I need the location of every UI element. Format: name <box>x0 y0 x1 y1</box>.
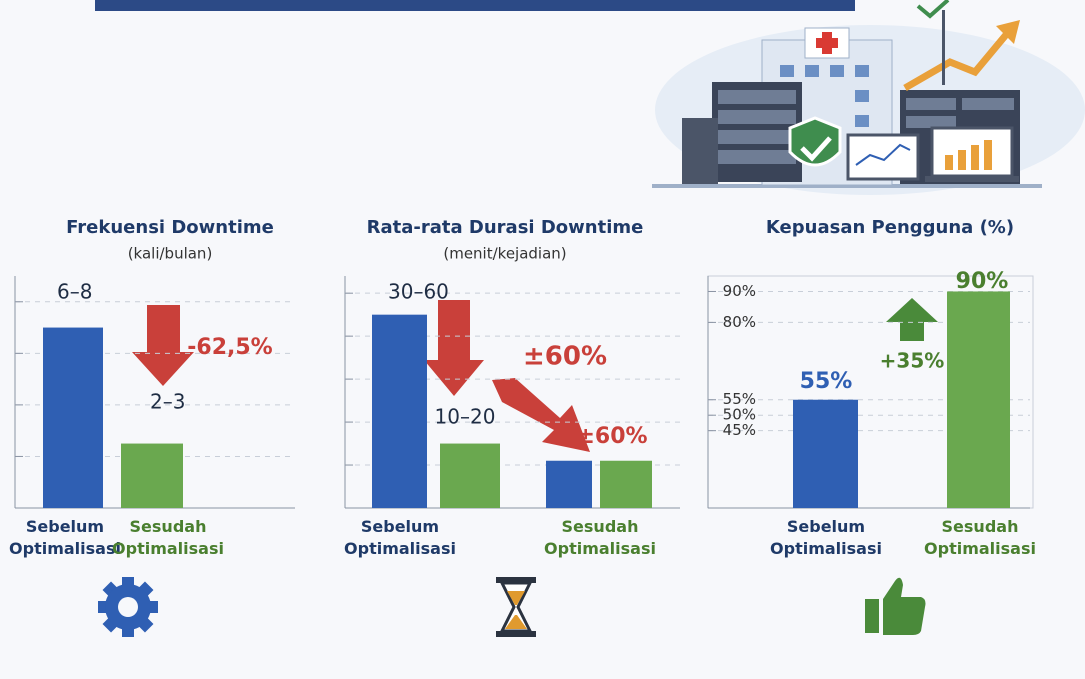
illustration <box>652 0 1085 195</box>
down-arrow <box>132 305 194 386</box>
value-label: 2–3 <box>150 390 185 414</box>
x-tick-label: Sesudah Optimalisasi <box>535 516 665 560</box>
chart-title: Kepuasan Pengguna (%) <box>766 217 1014 238</box>
page: Frekuensi Downtime (kali/bulan) 6–8 2–3 -62,… <box>0 0 1085 679</box>
bar <box>947 291 1010 508</box>
chart-subtitle: (kali/bulan) <box>128 245 213 263</box>
y-tick-label: 90% <box>723 282 756 300</box>
value-label: 90% <box>956 269 1009 294</box>
value-label: 6–8 <box>57 280 92 304</box>
thumbs-up-icon <box>865 578 926 635</box>
bar <box>793 400 858 508</box>
banner-strip <box>95 0 855 11</box>
chart-subtitle: (menit/kejadian) <box>443 245 566 263</box>
bar <box>372 315 427 508</box>
hourglass-icon <box>496 577 536 637</box>
x-tick-label: Sebelum Optimalisasi <box>761 516 891 560</box>
annotation: +35% <box>880 349 945 373</box>
down-arrow <box>424 300 484 396</box>
x-tick-label: Sesudah Optimalisasi <box>103 516 233 560</box>
y-tick-label: 80% <box>723 313 756 331</box>
chart-title: Rata-rata Durasi Downtime <box>367 217 644 238</box>
bar <box>440 444 500 508</box>
annotation: -62,5% <box>187 335 272 360</box>
y-tick-label: 45% <box>723 421 756 439</box>
chart: Frekuensi Downtime (kali/bulan) 6–8 2–3 -62,… <box>0 0 1085 679</box>
up-arrow <box>886 298 938 341</box>
bar <box>546 461 592 508</box>
value-label: 10–20 <box>435 405 496 429</box>
annotation: ±60% <box>576 424 647 449</box>
gear-icon <box>98 577 158 637</box>
bar <box>121 444 183 508</box>
diagonal-arrow <box>492 378 590 452</box>
value-label: 55% <box>800 369 853 394</box>
chart-title: Frekuensi Downtime <box>66 217 274 238</box>
x-tick-label: Sesudah Optimalisasi <box>915 516 1045 560</box>
value-label: 30–60 <box>388 280 449 304</box>
annotation: ±60% <box>523 342 607 372</box>
bar <box>600 461 652 508</box>
bar <box>43 328 103 508</box>
x-tick-label: Sebelum Optimalisasi <box>335 516 465 560</box>
